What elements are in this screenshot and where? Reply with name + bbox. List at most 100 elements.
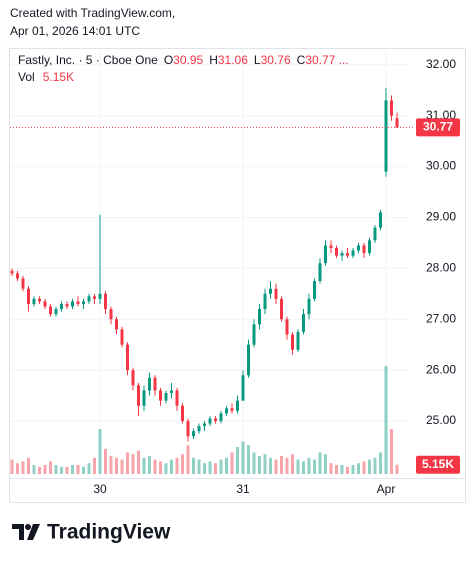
price-badge (416, 118, 460, 137)
candle-body (247, 344, 250, 376)
candle-body (203, 423, 206, 427)
legend-ohlc-label: C (297, 53, 306, 67)
header-line: Apr 01, 2026 14:01 UTC (10, 24, 140, 38)
legend-ohlc-label: H (209, 53, 218, 67)
y-tick-label: 26.00 (426, 362, 456, 376)
candle-body (280, 298, 283, 320)
candle-body (192, 431, 195, 437)
volume-bar (164, 463, 168, 474)
candle-body (307, 298, 311, 315)
volume-bar (280, 456, 283, 474)
candle-body (340, 253, 344, 256)
volume-bar (241, 441, 245, 474)
candle-body (357, 245, 360, 251)
volume-bar (302, 461, 305, 474)
volume-bar (263, 454, 267, 474)
volume-bar (208, 461, 212, 474)
volume-bar (21, 461, 25, 474)
volume-bar (104, 448, 107, 474)
volume-bar (230, 452, 234, 474)
candle-body (318, 263, 322, 282)
volume-bar (384, 366, 388, 474)
candle-body (285, 319, 289, 335)
volume-bar (236, 447, 239, 474)
candle-body (274, 288, 278, 299)
volume-bar (373, 457, 377, 474)
volume-bar (49, 461, 52, 474)
candle-body (313, 281, 316, 299)
y-tick-label: 30.00 (426, 159, 456, 173)
candle-body (225, 408, 228, 414)
candle-body (175, 390, 179, 406)
candle-body (170, 390, 173, 394)
candle-body (346, 253, 349, 256)
volume-bar (186, 445, 190, 474)
candle-body (71, 301, 74, 307)
legend-ohlc-value: 31.06 (218, 53, 248, 67)
candle-body (263, 293, 267, 310)
candle-body (395, 118, 399, 128)
candle-body (269, 288, 272, 294)
candle-body (208, 418, 212, 424)
candle-body (159, 390, 162, 401)
volume-bar (65, 466, 69, 474)
volume-bar (247, 445, 250, 474)
volume-bar (71, 465, 74, 474)
x-tick-label: Apr (377, 482, 396, 496)
candle-body (93, 296, 96, 299)
volume-bar (258, 456, 261, 474)
volume-bar (54, 465, 58, 474)
volume-bar (351, 465, 355, 474)
candle-body (21, 278, 25, 289)
volume-bar (148, 456, 151, 474)
candle-body (120, 329, 124, 345)
volume-bar (115, 457, 118, 474)
logo-icon (25, 524, 31, 530)
volume-bar (175, 457, 179, 474)
legend-ohlc-label: O (164, 53, 173, 67)
candle-body (368, 240, 371, 254)
volume-bar (87, 463, 91, 474)
volume-bar (120, 459, 124, 474)
brand: TradingView (47, 521, 171, 544)
candle-body (142, 390, 146, 406)
volume-bar (335, 465, 338, 474)
volume-bar (285, 457, 289, 474)
logo-icon (12, 524, 24, 540)
y-tick-label: 27.00 (426, 311, 456, 325)
x-tick-label: 31 (236, 482, 250, 496)
legend-ohlc-label: L (254, 53, 261, 67)
candle-body (351, 250, 355, 256)
volume-bar (93, 457, 96, 474)
candle-body (362, 245, 366, 254)
volume-bar (159, 461, 162, 474)
volume-bar (346, 466, 349, 474)
volume-bar (340, 465, 344, 474)
volume-bar (219, 459, 223, 474)
volume-bar (313, 459, 316, 474)
volume-bar (390, 429, 393, 474)
volume-bar (395, 464, 399, 474)
candle-body (148, 377, 151, 391)
chart-frame (9, 48, 466, 503)
volume-bar (60, 466, 63, 474)
candle-body (296, 331, 300, 350)
volume-bar (252, 452, 256, 474)
volume-bar (329, 463, 333, 474)
logo-icon (27, 524, 40, 540)
volume-bar (324, 454, 327, 474)
volume-bar (192, 457, 195, 474)
candle-body (137, 385, 140, 406)
candle-body (291, 334, 294, 350)
y-tick-label: 25.00 (426, 413, 456, 427)
volume-bar (362, 461, 366, 474)
candle-body (65, 303, 69, 307)
volume-bar (142, 457, 146, 474)
volume-bar (131, 454, 135, 474)
candle-body (390, 100, 393, 116)
candle-body (324, 245, 327, 264)
legend-ohlc-value: 30.77 ... (305, 53, 348, 67)
candle-body (197, 426, 201, 432)
